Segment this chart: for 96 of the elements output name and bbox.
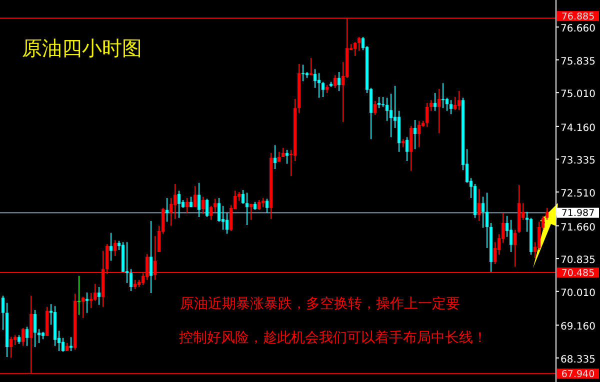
y-tick-label: 73.335 [560,156,596,167]
y-tick-label: 76.660 [560,24,596,35]
candlestick [494,242,496,264]
candlestick [354,42,356,57]
candlestick [38,328,40,344]
candlestick [538,221,540,251]
candlestick [62,337,64,352]
candlestick [78,275,80,316]
candlestick [414,120,416,150]
candlestick [374,100,376,116]
candlestick [70,336,72,352]
candlestick [418,120,420,148]
candlestick [34,310,36,348]
candlestick [310,58,312,76]
candlestick [218,197,220,222]
candlestick [90,292,92,309]
candlestick [274,144,276,170]
candlestick [266,198,268,214]
ref-line-label: 71.987 [561,208,595,220]
ref-line-label: 70.485 [561,268,595,279]
candlestick [2,295,4,330]
candlestick [110,232,112,262]
candlestick [194,186,196,208]
candlestick [186,197,188,214]
y-tick-label: 68.335 [560,354,596,366]
y-tick-label: 75.835 [560,56,596,68]
candlestick [222,205,224,230]
annotation: 控制好风险，趁此机会我们可以着手布局中长线！ [179,329,487,345]
candlestick [458,90,460,111]
candlestick [322,81,324,98]
candlestick [430,100,432,112]
candlestick [286,149,288,164]
candlestick [338,71,340,92]
candlestick [202,196,204,214]
candlestick [378,96,380,109]
candlestick [302,64,304,82]
candlestick [250,203,252,220]
candlestick [130,268,132,292]
candlestick [386,97,388,122]
candlestick [450,100,452,115]
candlestick [210,205,212,220]
candlestick [94,283,96,302]
candlestick [214,198,216,212]
candlestick [258,199,260,210]
y-tick-label: 71.660 [560,222,596,234]
candlestick [334,74,336,88]
candlestick [98,286,100,306]
candlestick [22,327,24,346]
y-tick-label: 74.160 [560,122,596,134]
candlestick [26,326,28,346]
candlestick [262,197,264,208]
y-tick-label: 72.510 [560,188,596,200]
candlestick [514,229,516,268]
candlestick [14,334,16,346]
candlestick [246,192,248,226]
y-tick-label: 69.160 [560,322,596,333]
candlestick [114,240,116,256]
candlestick [206,198,208,218]
candlestick [510,219,512,253]
candlestick [482,196,484,228]
candlestick [358,36,360,52]
candlestick [446,97,448,112]
candlestick [314,68,316,88]
candlestick [318,72,320,98]
candlestick [390,93,392,138]
candlestick [178,190,180,218]
y-tick-label: 70.835 [560,255,596,266]
candlestick [150,220,152,294]
candlestick [382,96,384,108]
text: 原油四小时图 [22,38,142,60]
candlestick [486,192,488,249]
candlestick [198,182,200,218]
candlestick [546,207,548,220]
candlestick [478,188,480,222]
candlestick [226,212,228,234]
ref-line-label: 67.940 [561,368,595,380]
candlestick [134,279,136,290]
y-tick-label: 70.010 [560,288,596,299]
annotation: 原油近期暴涨暴跌，多空换转，操作上一定要 [180,295,460,311]
candlestick [170,197,172,226]
candlestick [278,151,280,162]
candlestick [174,184,176,220]
candlestick [410,126,412,172]
ref-line-label: 76.885 [561,11,595,22]
candlestick [426,102,428,128]
candlestick [166,197,168,222]
candlestick [454,96,456,111]
candlestick [406,136,408,162]
y-tick-label: 75.010 [560,89,596,100]
candlestick [10,336,12,358]
candlestick [126,242,128,284]
candlestick [86,292,88,314]
candlestick [434,92,436,112]
candlestick [82,296,84,318]
candlestick [242,190,244,204]
candlestick [438,88,440,134]
